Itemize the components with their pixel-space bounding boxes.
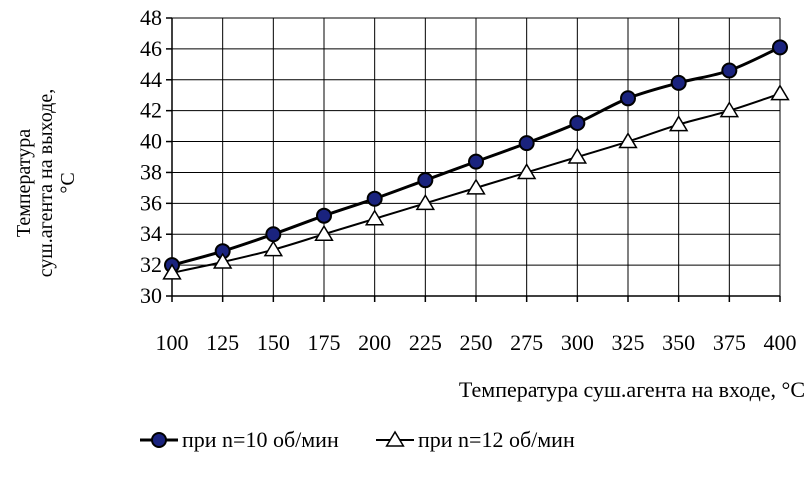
- series-1: [164, 39, 788, 274]
- legend-item-2: при n=12 об/мин: [376, 427, 575, 452]
- series-2-point: [516, 162, 537, 180]
- series-2-point: [770, 84, 790, 101]
- series-2-point: [314, 224, 334, 241]
- y-axis-title-line-2: суш.агента на выходе,: [35, 89, 57, 277]
- x-tick-label: 350: [662, 330, 695, 355]
- series-1-point: [670, 74, 687, 91]
- series-2-point: [668, 115, 689, 132]
- x-tick-label: 250: [460, 330, 493, 355]
- series-1-point: [772, 39, 788, 56]
- x-tick-label: 400: [764, 330, 797, 355]
- legend-label: при n=12 об/мин: [418, 427, 575, 452]
- y-tick-label: 44: [140, 67, 162, 92]
- series-2: [162, 84, 790, 280]
- series-2-point: [212, 252, 233, 269]
- x-tick-label: 200: [358, 330, 391, 355]
- y-tick-label: 48: [140, 5, 162, 30]
- legend: при n=10 об/мин при n=12 об/мин: [140, 427, 575, 452]
- y-tick-label: 40: [140, 129, 162, 154]
- x-tick-label: 225: [409, 330, 442, 355]
- series-1-point: [518, 135, 535, 152]
- x-tick-label: 125: [206, 330, 239, 355]
- y-tick-label: 32: [140, 252, 162, 277]
- x-tick-label: 175: [308, 330, 341, 355]
- y-axis-title: Температура суш.агента на выходе, °С: [13, 89, 79, 277]
- series-2-point: [162, 263, 182, 280]
- legend-marker: [151, 432, 167, 448]
- series-2-point: [466, 178, 486, 195]
- series-1-point: [417, 172, 434, 189]
- series-1-point: [366, 190, 383, 207]
- y-tick-label: 36: [140, 190, 162, 215]
- series-1-point: [316, 207, 332, 224]
- x-tick-label: 300: [561, 330, 594, 355]
- y-axis-title-line-3: °С: [57, 172, 79, 193]
- x-tick-label: 375: [713, 330, 746, 355]
- tick-labels: 30 32 34 36 38 40 42 44 46 48 100 125 150 175 200 225 25…: [140, 5, 797, 355]
- series-2-point: [567, 147, 588, 164]
- x-tick-label: 275: [510, 330, 543, 355]
- y-tick-label: 42: [140, 98, 162, 123]
- x-tick-label: 150: [257, 330, 290, 355]
- y-tick-label: 46: [140, 36, 162, 61]
- legend-item-1: при n=10 об/мин: [140, 427, 339, 452]
- series-2-point: [364, 209, 385, 226]
- series-2-point: [719, 101, 740, 118]
- plot-area: [162, 39, 790, 280]
- series-1-point: [620, 90, 636, 107]
- x-tick-label: 325: [612, 330, 645, 355]
- legend-marker: [385, 430, 405, 447]
- series-2-point: [263, 240, 284, 257]
- series-1-point: [468, 153, 484, 170]
- series-1-point: [721, 62, 738, 79]
- series-1-point: [569, 115, 586, 132]
- x-tick-label: 100: [156, 330, 189, 355]
- series-2-point: [618, 132, 638, 149]
- x-axis-title: Температура суш.агента на входе, °С: [459, 377, 805, 402]
- y-tick-label: 38: [140, 159, 162, 184]
- series-1-point: [265, 226, 282, 243]
- legend-label: при n=10 об/мин: [182, 427, 339, 452]
- series-2-point: [415, 193, 436, 211]
- y-tick-label: 34: [140, 221, 162, 246]
- y-tick-label: 30: [140, 283, 162, 308]
- y-axis-title-line-1: Температура: [13, 129, 35, 237]
